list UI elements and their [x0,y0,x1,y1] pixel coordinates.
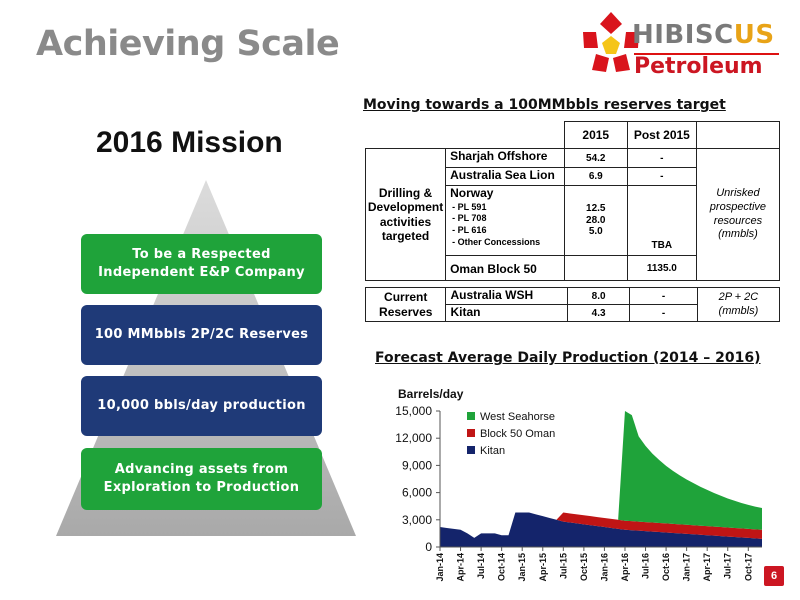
x-tick-label: Jan-16 [599,553,609,582]
logo-subtitle: Petroleum [634,54,763,79]
oman-post-value: 1135.0 [626,255,697,281]
col-header-2015: 2015 [563,121,628,149]
pl-616-value: 5.0 [588,226,603,238]
x-tick-label: Apr-15 [538,553,548,582]
col-header-post-2015: Post 2015 [626,121,697,149]
mission-item-production-target: 10,000 bbls/day production [81,376,322,436]
production-chart: Barrels/day 0 3,000 6,000 9,000 12,000 15,000 J… [395,387,762,582]
norway-pl-708: - PL 708 [452,213,487,224]
legend-swatch [467,412,475,420]
legend-swatch [467,446,475,454]
y-tick-label: 0 [425,540,432,554]
series-area-block-50-oman [440,512,762,539]
page-number: 6 [764,566,784,586]
current-reserves-note: 2P + 2C (mmbls) [696,287,781,322]
kitan-post-value: - [629,304,698,322]
x-tick-label: Jul-14 [476,553,486,579]
x-tick-label: Jul-16 [641,553,651,579]
oman-2015-value [563,255,628,281]
asset-australia-sea-lion: Australia Sea Lion [445,167,565,186]
norway-2015-values: 12.5 28.0 5.0 [563,185,628,256]
mission-item-advancing-assets: Advancing assets from Exploration to Pro… [81,448,322,510]
x-tick-label: Apr-17 [702,553,712,582]
norway-pl-616: - PL 616 [452,224,487,235]
x-tick-label: Apr-14 [456,553,466,582]
x-tick-label: Oct-17 [743,553,753,581]
sharjah-2015-value: 54.2 [563,148,628,168]
logo-divider [634,53,779,55]
y-tick-label: 15,000 [395,404,432,418]
x-tick-label: Jan-14 [435,553,445,582]
x-tick-label: Jan-17 [682,553,692,582]
series-area-kitan [440,512,762,547]
norway-pl-591: - PL 591 [452,201,487,212]
x-tick-label: Apr-16 [620,553,630,582]
legend-label: Block 50 Oman [480,428,555,440]
asset-kitan: Kitan [445,304,569,322]
mission-item-respected-independent: To be a Respected Independent E&P Compan… [81,234,322,294]
drilling-group-label: Drilling & Development activities target… [364,148,447,281]
x-tick-label: Jul-17 [723,553,733,579]
asset-australia-wsh: Australia WSH [445,287,569,305]
y-tick-label: 9,000 [402,458,432,472]
y-tick-label: 12,000 [395,431,432,445]
x-tick-label: Oct-14 [497,553,507,581]
wsh-post-value: - [629,287,698,305]
asset-oman-block-50: Oman Block 50 [445,255,565,281]
norway-other-concessions: - Other Concessions [452,236,541,247]
hibiscus-flower-icon [583,12,639,72]
wsh-2015-value: 8.0 [567,287,631,305]
x-tick-label: Jul-15 [558,553,568,579]
norway-post-value: TBA [626,185,697,256]
reserves-table: 2015 Post 2015 Drilling & Development ac… [364,121,781,281]
y-axis-label: Barrels/day [398,387,464,401]
sea-lion-post-value: - [626,167,697,186]
norway-label: Norway [450,186,494,200]
asset-norway: Norway - PL 591 - PL 708 - PL 616 - Othe… [445,185,565,256]
legend-label: West Seahorse [480,411,555,423]
current-reserves-label: Current Reserves [364,287,447,322]
drilling-resources-note: Unrisked prospective resources (mmbls) [695,148,781,281]
sea-lion-2015-value: 6.9 [563,167,628,186]
pl-708-value: 28.0 [586,214,606,226]
logo-name-accent: US [733,20,775,50]
pl-591-value: 12.5 [586,203,606,215]
sharjah-post-value: - [626,148,697,168]
mission-title: 2016 Mission [96,126,283,159]
kitan-2015-value: 4.3 [567,304,631,322]
hibiscus-logo: HIBISCUS Petroleum [576,10,779,84]
reserves-section-title: Moving towards a 100MMbbls reserves targ… [363,97,726,113]
legend-swatch [467,429,475,437]
x-tick-label: Jan-15 [517,553,527,582]
asset-sharjah-offshore: Sharjah Offshore [445,148,565,168]
y-tick-label: 6,000 [402,486,432,500]
x-tick-label: Oct-16 [661,553,671,581]
slide-title: Achieving Scale [36,24,340,64]
production-section-title: Forecast Average Daily Production (2014 … [375,350,761,366]
current-reserves-table: Current Reserves Australia WSH 8.0 - 2P … [364,287,781,322]
y-tick-label: 3,000 [402,513,432,527]
legend-label: Kitan [480,445,505,457]
logo-name-main: HIBISC [632,20,734,50]
mission-item-reserves-target: 100 MMbbls 2P/2C Reserves [81,305,322,365]
series-area-west-seahorse [440,411,762,538]
x-tick-label: Oct-15 [579,553,589,581]
